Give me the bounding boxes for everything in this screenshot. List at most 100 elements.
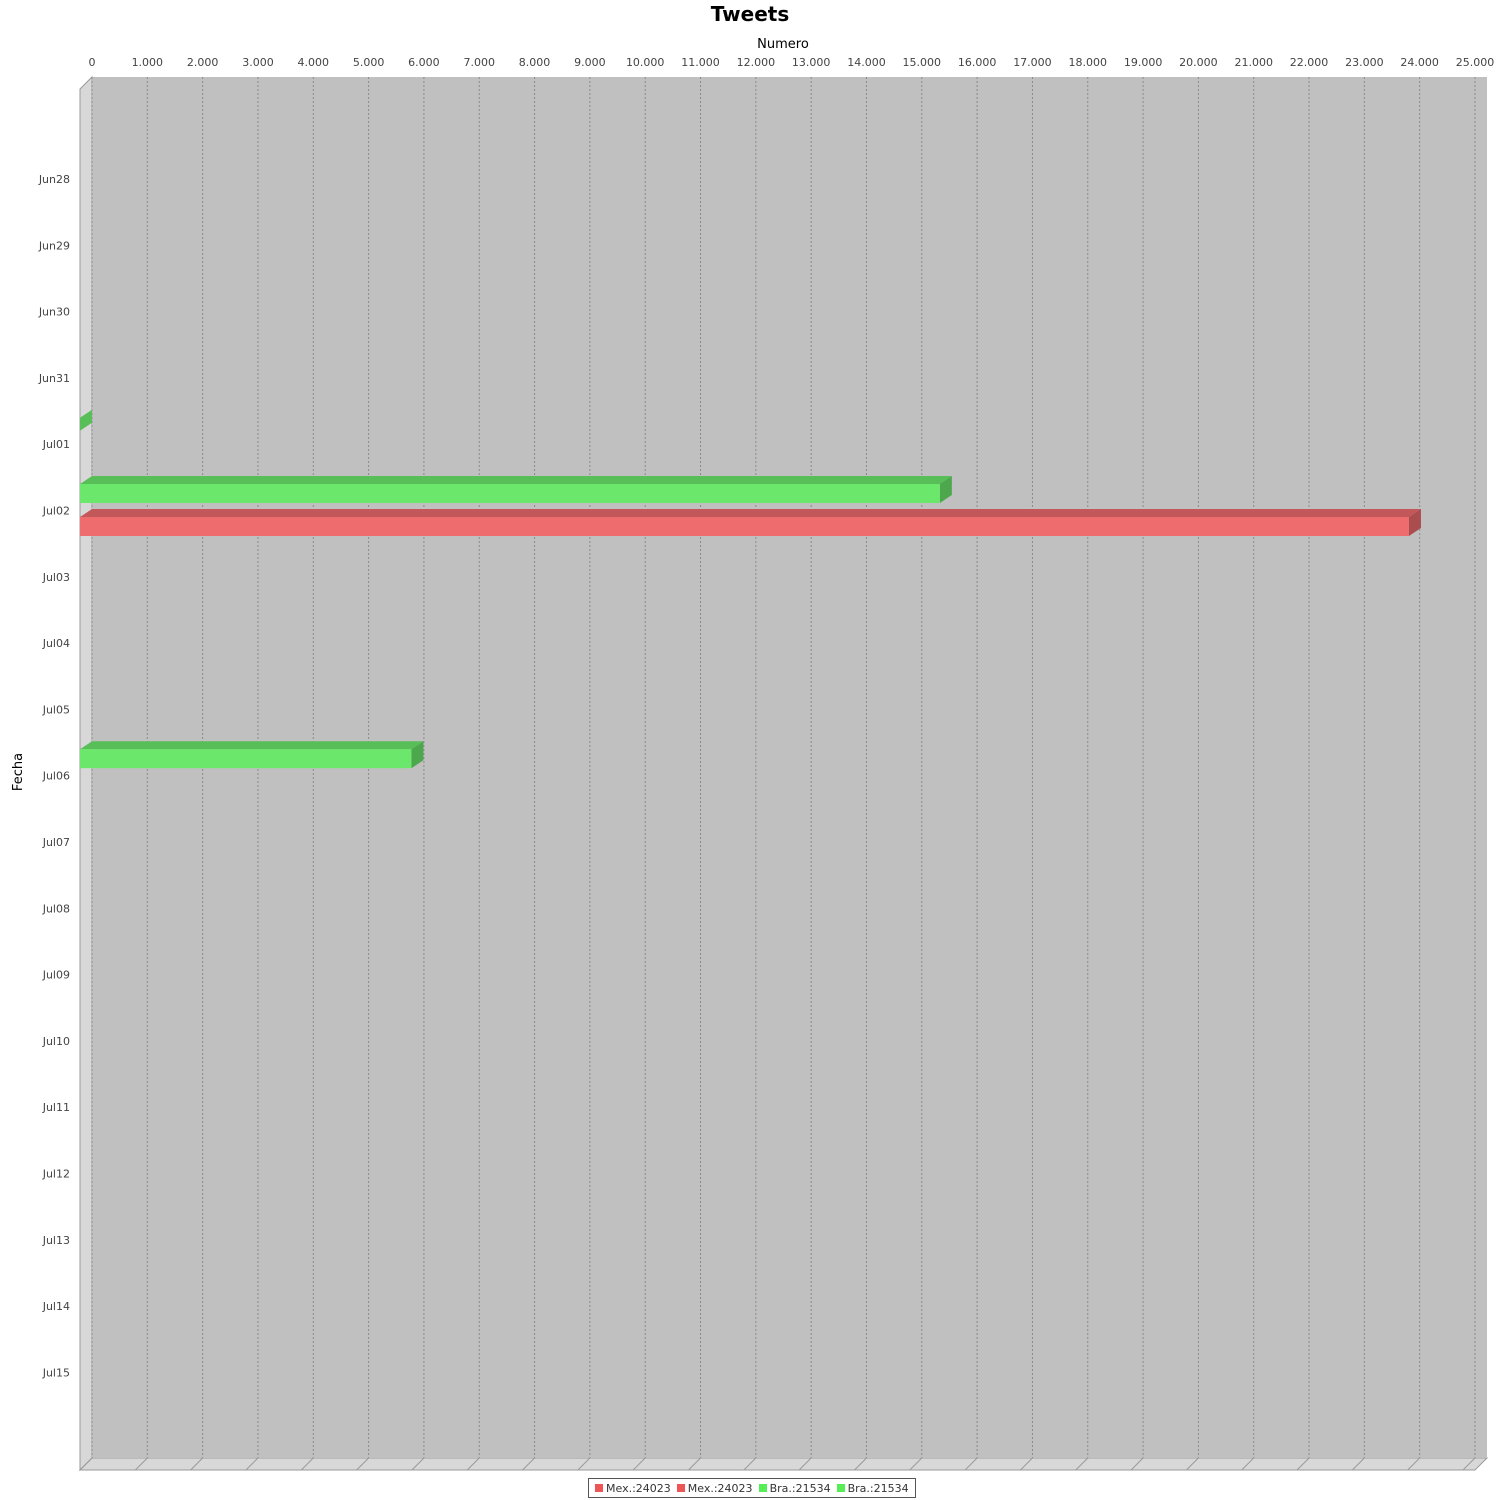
bar-cap [80, 409, 92, 431]
bar-top [80, 509, 1421, 517]
y-tick-label: Jul10 [42, 1035, 70, 1048]
y-tick-label: Jul03 [42, 571, 70, 584]
bar-side [939, 476, 952, 503]
floor-tick [1241, 1457, 1255, 1471]
floor-tick [964, 1457, 978, 1471]
floor-tick [632, 1457, 646, 1471]
x-tick-label: 12.000 [737, 56, 776, 69]
x-tick-label: 8.000 [519, 56, 551, 69]
y-tick-label: Jun29 [38, 239, 70, 252]
legend-label: Bra.:21534 [769, 1481, 831, 1495]
bar-face [80, 484, 940, 503]
x-tick-label: 16.000 [958, 56, 997, 69]
y-tick-label: Jun30 [38, 306, 70, 319]
floor-tick [1352, 1457, 1365, 1471]
y-tick-label: Jul14 [42, 1300, 70, 1313]
floor-tick [577, 1457, 591, 1471]
bar [80, 476, 952, 503]
floor-tick [1462, 1457, 1476, 1471]
x-tick-label: 4.000 [298, 56, 330, 69]
bar [80, 509, 1421, 536]
x-axis-label: Numero [757, 37, 809, 52]
y-tick-label: Jul12 [42, 1168, 70, 1181]
y-tick-label: Jul08 [42, 902, 70, 915]
floor-tick [798, 1457, 812, 1471]
legend-swatch [595, 1484, 603, 1492]
grid-lines [79, 77, 1476, 1471]
x-tick-label: 2.000 [187, 56, 219, 69]
legend-item: Mex.:24023 [595, 1482, 671, 1495]
left-wall [79, 75, 93, 1472]
bar [80, 409, 92, 431]
x-tick-label: 0 [89, 56, 96, 69]
plot-area [78, 75, 1489, 1472]
legend: Mex.:24023 Mex.:24023 Bra.:21534 Bra.:21534 [588, 1478, 916, 1498]
x-tick-label: 5.000 [353, 56, 385, 69]
bar-top [80, 476, 952, 484]
x-tick-label: 17.000 [1013, 56, 1052, 69]
y-tick-label: Jul05 [42, 703, 70, 716]
floor-tick [688, 1457, 701, 1471]
floor-tick [411, 1457, 425, 1471]
bar-side [1408, 509, 1421, 536]
bar-face [80, 749, 412, 769]
x-tick-label: 23.000 [1345, 56, 1384, 69]
floor-tick [909, 1457, 923, 1471]
legend-swatch [836, 1484, 845, 1492]
floor [78, 1457, 1489, 1471]
x-tick-label: 9.000 [574, 56, 606, 69]
legend-swatch [676, 1484, 685, 1492]
x-tick-label: 24.000 [1400, 56, 1439, 69]
floor-tick [1020, 1457, 1033, 1471]
floor-tick [854, 1457, 867, 1471]
floor-tick [466, 1457, 480, 1471]
x-tick-label: 20.000 [1179, 56, 1218, 69]
y-tick-label: Jul04 [42, 637, 70, 650]
bars [80, 409, 1421, 769]
floor-tick [1296, 1457, 1310, 1471]
legend-label: Mex.:24023 [687, 1481, 753, 1495]
floor-tick [522, 1457, 535, 1471]
x-tick-label: 22.000 [1290, 56, 1329, 69]
chart-title: Tweets [711, 2, 790, 26]
x-tick-label: 13.000 [792, 56, 831, 69]
floor-tick [245, 1457, 259, 1471]
x-tick-label: 15.000 [903, 56, 942, 69]
floor-tick [356, 1457, 369, 1471]
floor-tick [1407, 1457, 1421, 1471]
x-tick-label: 10.000 [626, 56, 665, 69]
floor-tick [1075, 1457, 1089, 1471]
x-tick-label: 6.000 [408, 56, 440, 69]
bar-side [411, 741, 424, 769]
y-tick-label: Jul15 [42, 1366, 70, 1379]
legend-item: Mex.:24023 [676, 1481, 753, 1495]
x-axis-ticks: 0 1.000 2.000 3.000 4.000 5.000 6.000 7.000 8.00… [89, 56, 1495, 69]
y-tick-label: Jul13 [42, 1234, 70, 1247]
floor-tick [743, 1457, 757, 1471]
bar-face [80, 517, 1409, 536]
x-tick-label: 1.000 [132, 56, 164, 69]
y-tick-label: Jul07 [42, 836, 70, 849]
y-tick-label: Jun28 [38, 173, 70, 186]
x-tick-label: 3.000 [242, 56, 274, 69]
x-tick-label: 11.000 [681, 56, 720, 69]
bar [80, 741, 424, 769]
y-axis-ticks: Jun28 Jun29 Jun30 Jun31 Jul01 Jul02 Jul03 Jul04… [38, 173, 70, 1379]
legend-item: Bra.:21534 [836, 1482, 909, 1495]
x-tick-label: 19.000 [1124, 56, 1163, 69]
floor-tick [79, 1457, 93, 1471]
legend-label: Mex.:24023 [606, 1481, 671, 1495]
x-tick-label: 21.000 [1234, 56, 1273, 69]
y-axis-label: Fecha [11, 753, 26, 791]
bar-top [80, 741, 424, 750]
floor-tick [190, 1457, 203, 1471]
x-tick-label: 14.000 [847, 56, 886, 69]
y-tick-label: Jul06 [42, 770, 70, 783]
floor-tick [1186, 1457, 1199, 1471]
legend-item: Bra.:21534 [758, 1481, 831, 1495]
floor-tick [1130, 1457, 1144, 1471]
y-tick-label: Jun31 [38, 372, 70, 385]
x-tick-label: 7.000 [463, 56, 495, 69]
legend-swatch [758, 1484, 767, 1492]
